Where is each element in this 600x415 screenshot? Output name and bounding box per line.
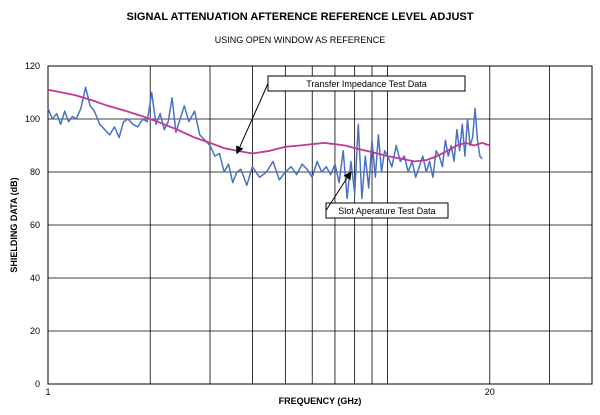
y-tick-label: 40	[30, 273, 40, 283]
y-tick-label: 80	[30, 167, 40, 177]
annotation-arrow	[325, 171, 352, 211]
x-axis-label: FREQUENCY (GHz)	[279, 396, 362, 406]
series-group	[47, 86, 491, 200]
y-tick-label: 100	[25, 114, 40, 124]
y-tick-label: 20	[30, 326, 40, 336]
annotations: Transfer Impedance Test Data Slot Aperatu…	[236, 75, 466, 219]
annotation-label: Slot Aperature Test Data	[338, 206, 435, 216]
y-axis-label: SHIELDING DATA (dB)	[9, 177, 19, 272]
grid	[47, 65, 593, 385]
x-tick-label: 20	[485, 387, 495, 397]
chart-title: SIGNAL ATTENUATION AFTERENCE REFERENCE L…	[127, 11, 474, 23]
series-line-transfer-impedance	[47, 88, 491, 163]
chart-subtitle: USING OPEN WINDOW AS REFERENCE	[215, 35, 386, 45]
annotation-label: Transfer Impedance Test Data	[306, 79, 427, 89]
y-tick-label: 0	[35, 379, 40, 389]
x-tick-label: 1	[45, 387, 50, 397]
annotation-arrow	[236, 83, 269, 155]
series-line-slot-aperature	[47, 86, 483, 200]
y-tick-label: 60	[30, 220, 40, 230]
y-tick-label: 120	[25, 61, 40, 71]
